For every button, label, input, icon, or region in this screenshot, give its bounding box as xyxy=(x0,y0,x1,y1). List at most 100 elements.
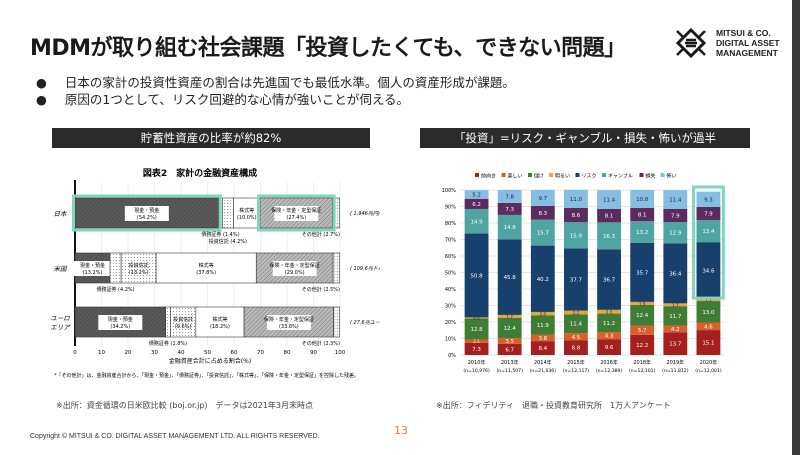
bar-segment xyxy=(597,249,621,310)
bar-segment xyxy=(464,342,489,355)
bar-segment xyxy=(497,202,522,215)
segment-label: 株式等 xyxy=(199,262,214,269)
bar-segment xyxy=(696,301,721,323)
bar-segment xyxy=(597,332,621,340)
investment-image-chart: 前向き 楽しい 儲け 明るい リスク ギャンブル 損失 怖い 0% 10% 20% 30% 40% 50%… xyxy=(442,173,725,374)
legend-label: 儲け xyxy=(534,173,544,180)
data-label: 12.2 xyxy=(636,343,648,349)
data-label: 1.9 xyxy=(639,301,646,306)
x-axis-label: 金融資産合計に占める割合(%) xyxy=(169,357,251,365)
bar-segment xyxy=(597,309,621,314)
bar-segment xyxy=(464,233,489,318)
segment-label: 現金・預金 xyxy=(108,316,133,323)
bar-segment xyxy=(630,190,655,208)
bar-segment xyxy=(630,305,655,326)
x-tick-label: 2020年 xyxy=(700,359,718,366)
bar-segment xyxy=(497,317,522,339)
logo-mark-icon xyxy=(675,27,707,59)
bar-segment xyxy=(696,299,721,302)
data-label: 5.7 xyxy=(638,328,647,334)
bar-segment xyxy=(597,222,621,250)
sample-size-label: (n=12,001) xyxy=(695,368,722,374)
logo-line: DIGITAL ASSET xyxy=(716,38,780,48)
legend-label: リスク xyxy=(582,174,597,180)
data-label: 8.4 xyxy=(538,346,547,352)
y-tick-label: 70% xyxy=(445,238,456,244)
bar-segment xyxy=(630,334,655,355)
segment-label: 投資信託 xyxy=(173,316,193,323)
data-label: 9.7 xyxy=(538,196,547,202)
data-label: 45.8 xyxy=(504,275,517,281)
data-label: 11.4 xyxy=(603,198,616,204)
data-label: 1.1 xyxy=(705,298,712,303)
segment-label: 保険・年金・定型保証 xyxy=(270,262,320,269)
page-number: 13 xyxy=(394,424,408,437)
bar-segment xyxy=(497,239,522,315)
y-tick-label: 60% xyxy=(445,254,456,260)
segment-callout: その他計 (2.5%) xyxy=(302,286,340,293)
data-label: 6.2 xyxy=(472,202,481,208)
data-label: 2.1 xyxy=(473,339,480,344)
bar-segment xyxy=(497,190,522,203)
x-tick-label: 30 xyxy=(151,350,158,356)
data-label: 13.4 xyxy=(702,229,715,235)
right-source: ※出所：フィデリティ 退職・投資教育研究所 1万人アンケート xyxy=(436,401,671,410)
bar-segment xyxy=(663,190,688,209)
data-label: 11.2 xyxy=(603,321,615,327)
legend-swatch xyxy=(475,173,479,177)
legend-swatch xyxy=(549,173,553,177)
y-tick-label: 10% xyxy=(445,337,456,343)
label-box xyxy=(124,206,169,221)
bar-segment xyxy=(696,242,721,300)
data-label: 8.1 xyxy=(638,213,647,219)
highlight-box xyxy=(72,194,222,232)
x-tick-label: 2015年 xyxy=(567,359,585,366)
segment-label: 保険・年金・定型保証 xyxy=(264,316,314,323)
y-tick-label: 90% xyxy=(445,205,456,211)
bar-segment xyxy=(464,339,489,343)
data-label: 12.4 xyxy=(504,326,517,332)
bar-segment xyxy=(663,325,688,333)
x-tick-label: 40 xyxy=(178,350,185,356)
segment-value: (33.8%) xyxy=(279,324,299,330)
bar-segment xyxy=(663,332,688,355)
data-label: 36.7 xyxy=(603,278,616,284)
label-box xyxy=(274,206,319,221)
left-panel-header: 貯蓄性資産の比率が約82% xyxy=(52,128,370,148)
data-label: 12.9 xyxy=(669,231,682,237)
data-label: 11.4 xyxy=(570,322,583,328)
bar-segment xyxy=(530,190,555,207)
legend-swatch xyxy=(575,173,580,177)
data-label: 37.7 xyxy=(570,278,583,284)
data-label: 12.8 xyxy=(470,327,483,333)
x-tick-label: 60 xyxy=(231,350,238,356)
sample-size-label: (n=12,389) xyxy=(596,368,623,374)
bar-segment xyxy=(530,315,555,335)
data-label: 12.4 xyxy=(636,313,649,319)
bar-segment xyxy=(530,206,555,220)
data-label: 8.3 xyxy=(538,211,547,217)
data-label: 15.7 xyxy=(537,231,550,237)
bar-segment xyxy=(109,252,122,284)
data-label: 11.7 xyxy=(669,314,682,320)
segment-callout: その他計 (2.3%) xyxy=(302,340,340,347)
logo-line: MITSUI & CO. xyxy=(716,28,771,38)
sample-size-label: (n=21,036) xyxy=(530,368,557,374)
segment-value: (54.2%) xyxy=(137,215,157,221)
bar-segment xyxy=(155,252,257,284)
segment-value: (13.2%) xyxy=(83,270,103,276)
data-label: 7.3 xyxy=(472,347,481,353)
data-label: 0.6 xyxy=(473,316,480,321)
segment-value: (27.4%) xyxy=(286,215,306,221)
row-label: ユーロ xyxy=(50,315,70,323)
bar-segment xyxy=(333,306,341,338)
data-label: 11.0 xyxy=(570,197,583,203)
bar-segment xyxy=(564,222,588,249)
data-label: 7.9 xyxy=(671,213,680,219)
bar-segment xyxy=(564,207,588,223)
legend-swatch xyxy=(639,173,644,177)
data-label: 7.8 xyxy=(505,194,514,200)
y-tick-label: 80% xyxy=(445,221,456,227)
label-box xyxy=(70,261,115,276)
y-tick-label: 50% xyxy=(445,271,456,277)
